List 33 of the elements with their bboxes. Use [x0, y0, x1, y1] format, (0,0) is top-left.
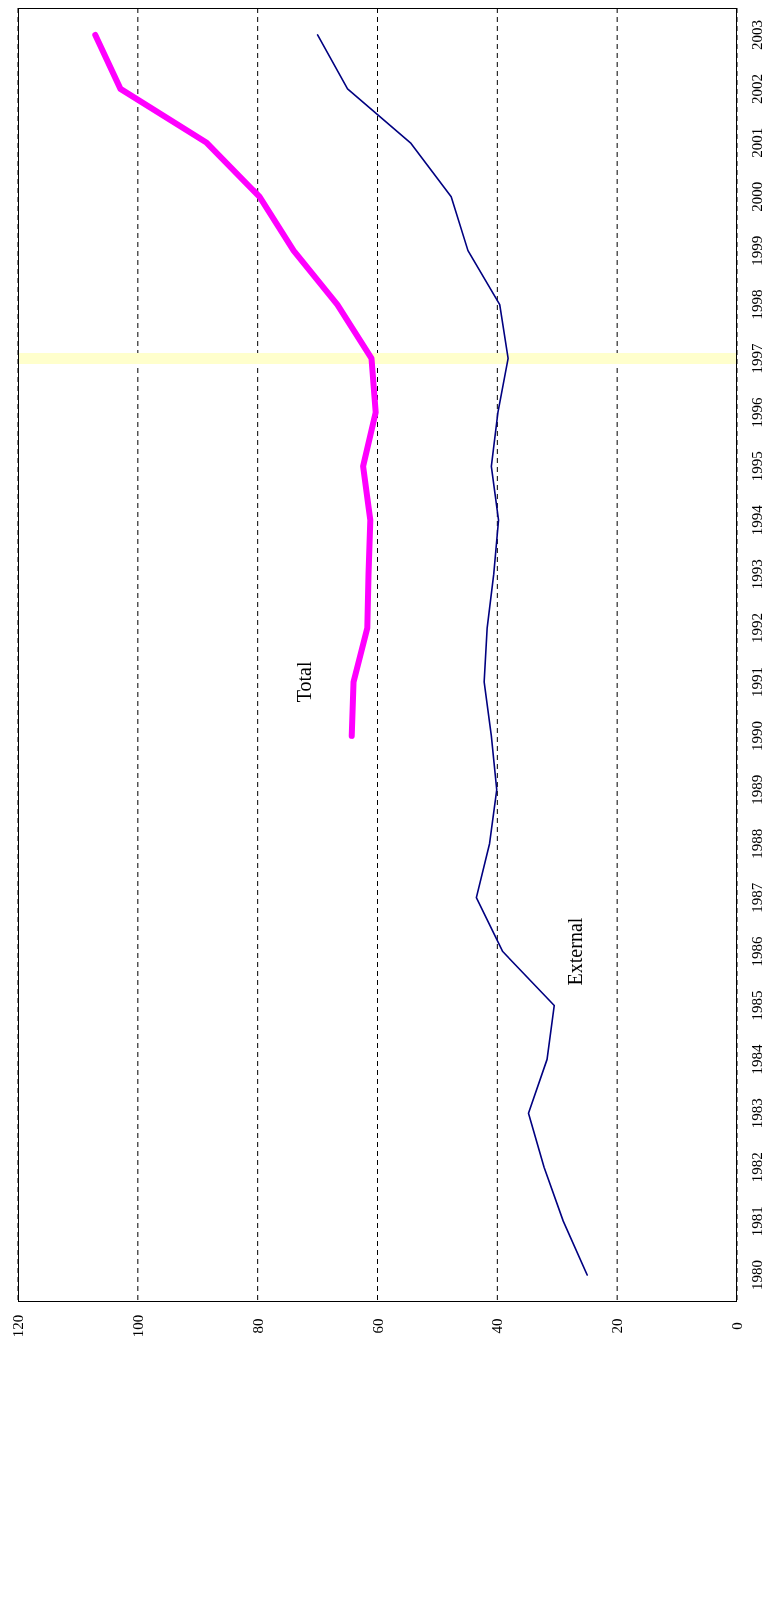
y-tick-label: 1992: [749, 613, 765, 644]
y-tick-label: 1989: [749, 774, 765, 805]
text: External: [563, 917, 586, 986]
y-tick-label: 1996: [749, 396, 765, 428]
y-tick-label: 1998: [749, 289, 765, 320]
y-tick-label: 1984: [749, 1043, 765, 1075]
y-tick-label: 1987: [749, 882, 765, 913]
y-tick-label: 1985: [749, 990, 765, 1021]
y-tick-label: 1999: [749, 235, 765, 266]
x-tick-label: 120: [10, 1314, 26, 1338]
x-tick-label: 40: [489, 1318, 506, 1334]
y-tick-label: 2002: [749, 73, 765, 104]
x-tick-label: 20: [609, 1318, 626, 1334]
y-tick-label: 2001: [749, 127, 765, 158]
y-tick-label: 1986: [749, 936, 765, 967]
y-tick-label: 1983: [749, 1098, 765, 1129]
y-tick-label: 1988: [749, 828, 765, 859]
y-tick-label: 1980: [749, 1260, 765, 1291]
x-tick-label: 60: [369, 1318, 386, 1334]
y-tick-label: 1981: [749, 1206, 765, 1237]
text: Total: [292, 661, 315, 703]
y-tick-label: 1993: [749, 559, 765, 590]
y-tick-label: 1994: [749, 504, 765, 536]
x-tick-label: 0: [729, 1322, 745, 1330]
y-tick-label: 2003: [749, 19, 765, 50]
y-tick-label: 2000: [749, 181, 765, 212]
y-tick-label: 1990: [749, 720, 765, 751]
y-tick-label: 1997: [749, 342, 765, 374]
x-tick-label: 80: [249, 1318, 266, 1334]
y-tick-label: 1982: [749, 1152, 765, 1183]
y-tick-label: 1995: [749, 451, 765, 482]
x-tick-label: 100: [129, 1314, 146, 1338]
y-tick-label: 1991: [749, 666, 765, 697]
